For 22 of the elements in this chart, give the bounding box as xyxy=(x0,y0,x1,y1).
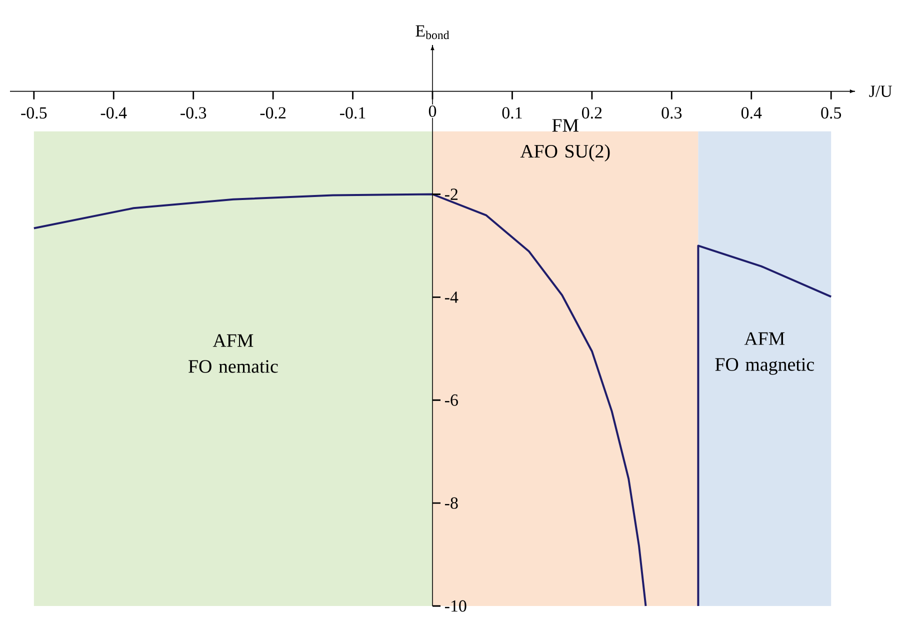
x-tick-label: -0.3 xyxy=(180,107,206,119)
x-axis-title: J/U xyxy=(869,86,892,97)
band-label: FM AFO SU(2) xyxy=(520,119,610,162)
x-tick-label: -0.2 xyxy=(260,107,286,119)
y-axis-title: E$_{bond}$ xyxy=(416,25,450,40)
x-tick-label: 0.4 xyxy=(741,107,762,119)
line-series xyxy=(697,244,832,607)
y-tick-label: -6 xyxy=(444,394,458,406)
y-tick-label: -10 xyxy=(444,600,466,612)
x-tick-label: 0.3 xyxy=(662,107,682,119)
x-tick-label: -0.4 xyxy=(100,107,127,119)
x-tick-label: -0.1 xyxy=(340,107,366,119)
x-tick-label: -0.5 xyxy=(21,107,47,119)
y-tick-label: -2 xyxy=(444,188,458,200)
x-tick-label: 0.2 xyxy=(582,107,602,119)
y-tick-label: -4 xyxy=(444,292,458,303)
x-tick-label: 0.5 xyxy=(821,107,842,119)
band-label: AFM FO nematic xyxy=(188,334,278,373)
x-tick-label: 0.1 xyxy=(502,107,522,119)
y-tick-label: -8 xyxy=(444,497,458,509)
band-label: AFM FO magnetic xyxy=(715,332,814,375)
x-tick-label: 0 xyxy=(428,106,436,117)
